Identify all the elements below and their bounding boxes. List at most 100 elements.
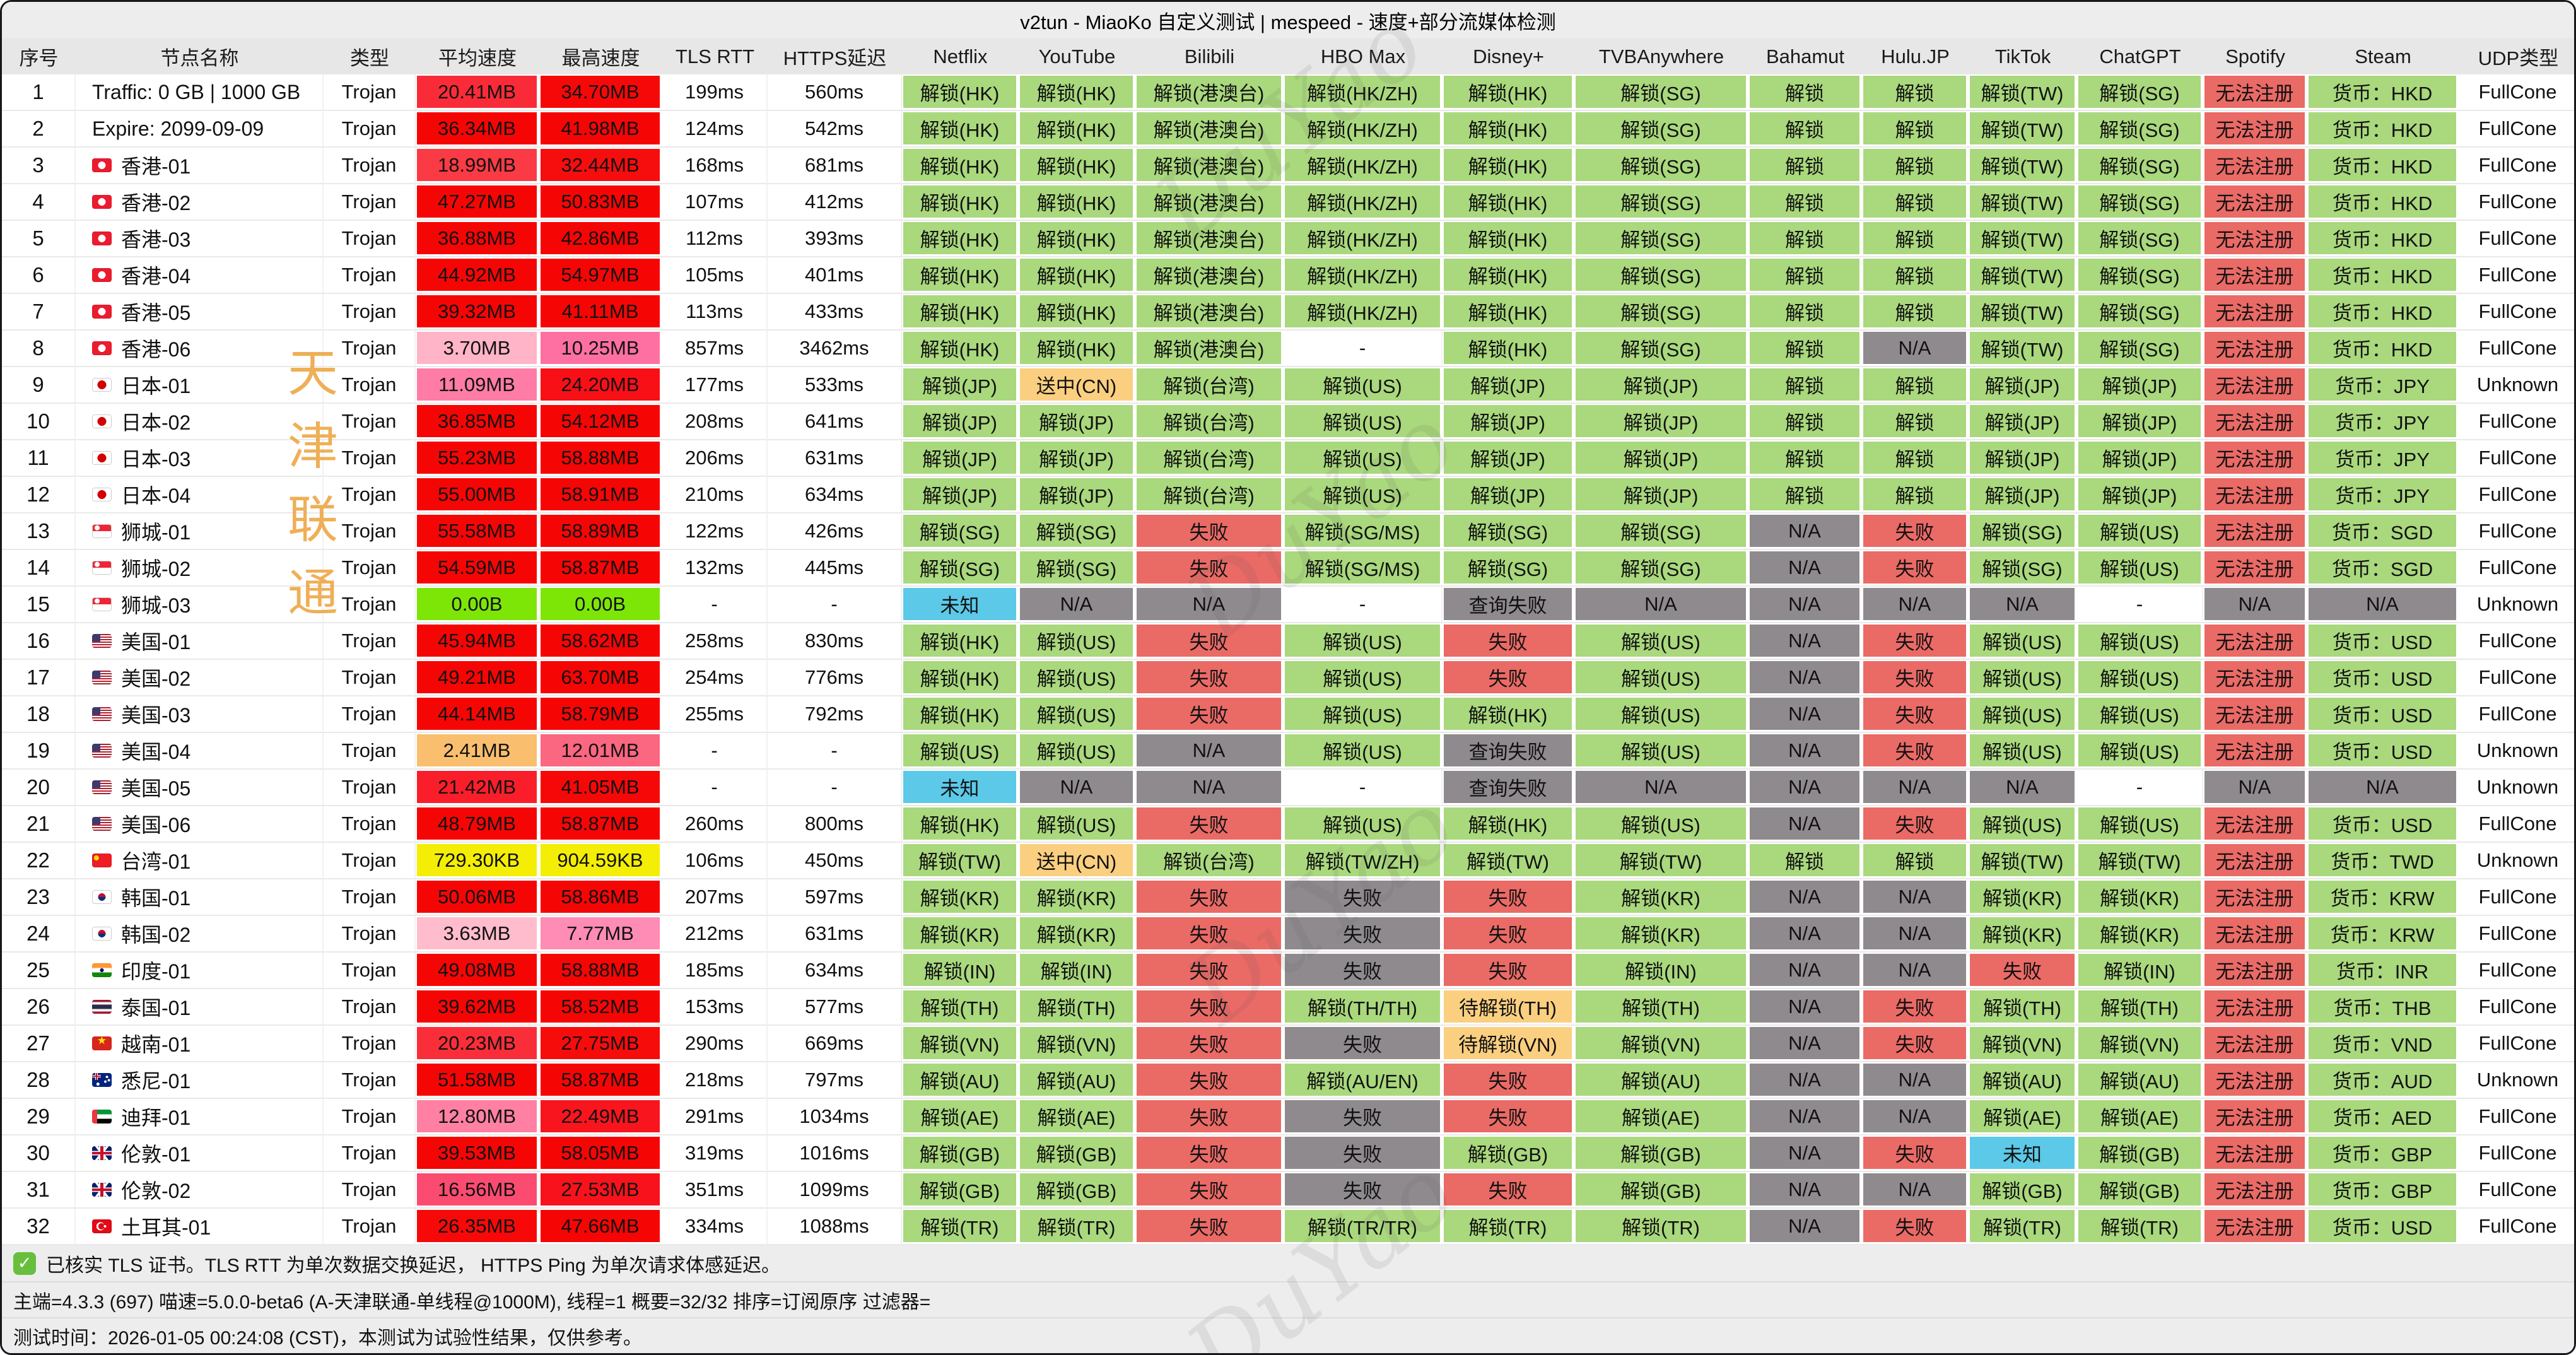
youtube-cell: 解锁(HK) xyxy=(1019,331,1135,367)
node-index: 1 xyxy=(2,74,76,111)
tvbanywhere-cell: N/A xyxy=(1574,587,1748,623)
https-latency-cell: 641ms xyxy=(768,404,902,440)
bilibili-cell: 解锁(台湾) xyxy=(1135,843,1284,879)
tiktok-cell: 解锁(TW) xyxy=(1969,111,2077,148)
youtube-cell: 解锁(HK) xyxy=(1019,184,1135,221)
tls-rtt-cell: 290ms xyxy=(662,1026,768,1062)
youtube-cell: 解锁(US) xyxy=(1019,733,1135,770)
node-index: 17 xyxy=(2,660,76,696)
node-type: Trojan xyxy=(324,111,416,148)
bilibili-cell: 失败 xyxy=(1135,1062,1284,1099)
column-header-ping: HTTPS延迟 xyxy=(783,47,887,69)
node-index: 32 xyxy=(2,1209,76,1245)
tls-rtt-cell: 177ms xyxy=(662,367,768,404)
https-latency-cell: 631ms xyxy=(768,916,902,953)
disneyplus-cell: 解锁(HK) xyxy=(1443,806,1574,843)
tiktok-cell: 解锁(TW) xyxy=(1969,257,2077,294)
tvbanywhere-cell: 解锁(KR) xyxy=(1574,879,1748,916)
spotify-cell: 无法注册 xyxy=(2203,74,2307,111)
checkmark-icon: ✓ xyxy=(13,1252,36,1275)
steam-cell: 货币：JPY xyxy=(2307,404,2459,440)
node-index: 23 xyxy=(2,879,76,916)
steam-cell: 货币：HKD xyxy=(2307,294,2459,331)
hulujp-cell: 失败 xyxy=(1862,623,1969,660)
disneyplus-cell: 解锁(HK) xyxy=(1443,221,1574,257)
node-index: 9 xyxy=(2,367,76,404)
tvbanywhere-cell: 解锁(US) xyxy=(1574,696,1748,733)
table-row: 18 美国-03 Trojan 44.14MB 58.79MB 255ms 792ms 解锁(… xyxy=(2,696,2574,733)
max-speed-cell: 54.97MB xyxy=(539,257,662,294)
hbomax-cell: 失败 xyxy=(1284,1026,1443,1062)
disneyplus-cell: 查询失败 xyxy=(1443,587,1574,623)
spotify-cell: 无法注册 xyxy=(2203,148,2307,184)
sg-flag-icon xyxy=(92,561,112,575)
tiktok-cell: 解锁(US) xyxy=(1969,623,2077,660)
udp-cell: FullCone xyxy=(2459,74,2574,111)
column-header-bahamut: Bahamut xyxy=(1765,45,1845,67)
table-row: 31 伦敦-02 Trojan 16.56MB 27.53MB 351ms 1099ms 解锁… xyxy=(2,1172,2574,1209)
table-row: 26 泰国-01 Trojan 39.62MB 58.52MB 153ms 577ms 解锁(… xyxy=(2,989,2574,1026)
node-type: Trojan xyxy=(324,733,416,770)
netflix-cell: 解锁(AE) xyxy=(902,1099,1019,1135)
bahamut-cell: N/A xyxy=(1748,623,1862,660)
https-latency-cell: 577ms xyxy=(768,989,902,1026)
tls-rtt-cell: 291ms xyxy=(662,1099,768,1135)
tls-rtt-cell: 208ms xyxy=(662,404,768,440)
avg-speed-cell: 26.35MB xyxy=(416,1209,539,1245)
hulujp-cell: 失败 xyxy=(1862,513,1969,550)
hbomax-cell: - xyxy=(1284,770,1443,806)
node-name-cell: 香港-04 xyxy=(76,257,324,294)
tvbanywhere-cell: 解锁(AU) xyxy=(1574,1062,1748,1099)
column-header-disneyplus: Disney+ xyxy=(1473,45,1544,67)
bahamut-cell: 解锁 xyxy=(1748,257,1862,294)
bilibili-cell: 解锁(港澳台) xyxy=(1135,111,1284,148)
netflix-cell: 解锁(US) xyxy=(902,733,1019,770)
disneyplus-cell: 解锁(HK) xyxy=(1443,184,1574,221)
netflix-cell: 解锁(JP) xyxy=(902,367,1019,404)
netflix-cell: 解锁(SG) xyxy=(902,513,1019,550)
disneyplus-cell: 失败 xyxy=(1443,623,1574,660)
footer-line-meta: 主端=4.3.3 (697) 喵速=5.0.0-beta6 (A-天津联通-单线… xyxy=(2,1281,2574,1317)
udp-cell: FullCone xyxy=(2459,806,2574,843)
spotify-cell: 无法注册 xyxy=(2203,843,2307,879)
bilibili-cell: 失败 xyxy=(1135,550,1284,587)
node-name: 日本-04 xyxy=(121,484,191,507)
node-name: 狮城-02 xyxy=(121,558,191,580)
spotify-cell: N/A xyxy=(2203,770,2307,806)
bilibili-cell: 解锁(港澳台) xyxy=(1135,184,1284,221)
bahamut-cell: 解锁 xyxy=(1748,367,1862,404)
tvbanywhere-cell: N/A xyxy=(1574,770,1748,806)
tls-rtt-cell: 185ms xyxy=(662,953,768,989)
spotify-cell: 无法注册 xyxy=(2203,879,2307,916)
node-index: 19 xyxy=(2,733,76,770)
spotify-cell: 无法注册 xyxy=(2203,513,2307,550)
bahamut-cell: N/A xyxy=(1748,916,1862,953)
steam-cell: 货币：TWD xyxy=(2307,843,2459,879)
tls-rtt-cell: 132ms xyxy=(662,550,768,587)
node-type: Trojan xyxy=(324,806,416,843)
youtube-cell: 解锁(HK) xyxy=(1019,257,1135,294)
page-title: v2tun - MiaoKo 自定义测试 | mespeed - 速度+部分流媒… xyxy=(1020,11,1556,33)
chatgpt-cell: 解锁(GB) xyxy=(2077,1172,2203,1209)
max-speed-cell: 58.89MB xyxy=(539,513,662,550)
hulujp-cell: N/A xyxy=(1862,1062,1969,1099)
youtube-cell: 解锁(HK) xyxy=(1019,111,1135,148)
chatgpt-cell: 解锁(SG) xyxy=(2077,184,2203,221)
bilibili-cell: 解锁(港澳台) xyxy=(1135,74,1284,111)
udp-cell: Unknown xyxy=(2459,1062,2574,1099)
steam-cell: 货币：VND xyxy=(2307,1026,2459,1062)
tls-rtt-cell: 106ms xyxy=(662,843,768,879)
node-type: Trojan xyxy=(324,184,416,221)
udp-cell: Unknown xyxy=(2459,843,2574,879)
bilibili-cell: 解锁(台湾) xyxy=(1135,367,1284,404)
hbomax-cell: 解锁(HK/ZH) xyxy=(1284,74,1443,111)
table-row: 4 香港-02 Trojan 47.27MB 50.83MB 107ms 412ms 解锁(H… xyxy=(2,184,2574,221)
avg-speed-cell: 21.42MB xyxy=(416,770,539,806)
hbomax-cell: 解锁(TW/ZH) xyxy=(1284,843,1443,879)
tiktok-cell: 解锁(KR) xyxy=(1969,916,2077,953)
hbomax-cell: 解锁(TR/TR) xyxy=(1284,1209,1443,1245)
youtube-cell: 解锁(GB) xyxy=(1019,1172,1135,1209)
hbomax-cell: 解锁(TH/TH) xyxy=(1284,989,1443,1026)
tls-rtt-cell: 105ms xyxy=(662,257,768,294)
tvbanywhere-cell: 解锁(SG) xyxy=(1574,148,1748,184)
